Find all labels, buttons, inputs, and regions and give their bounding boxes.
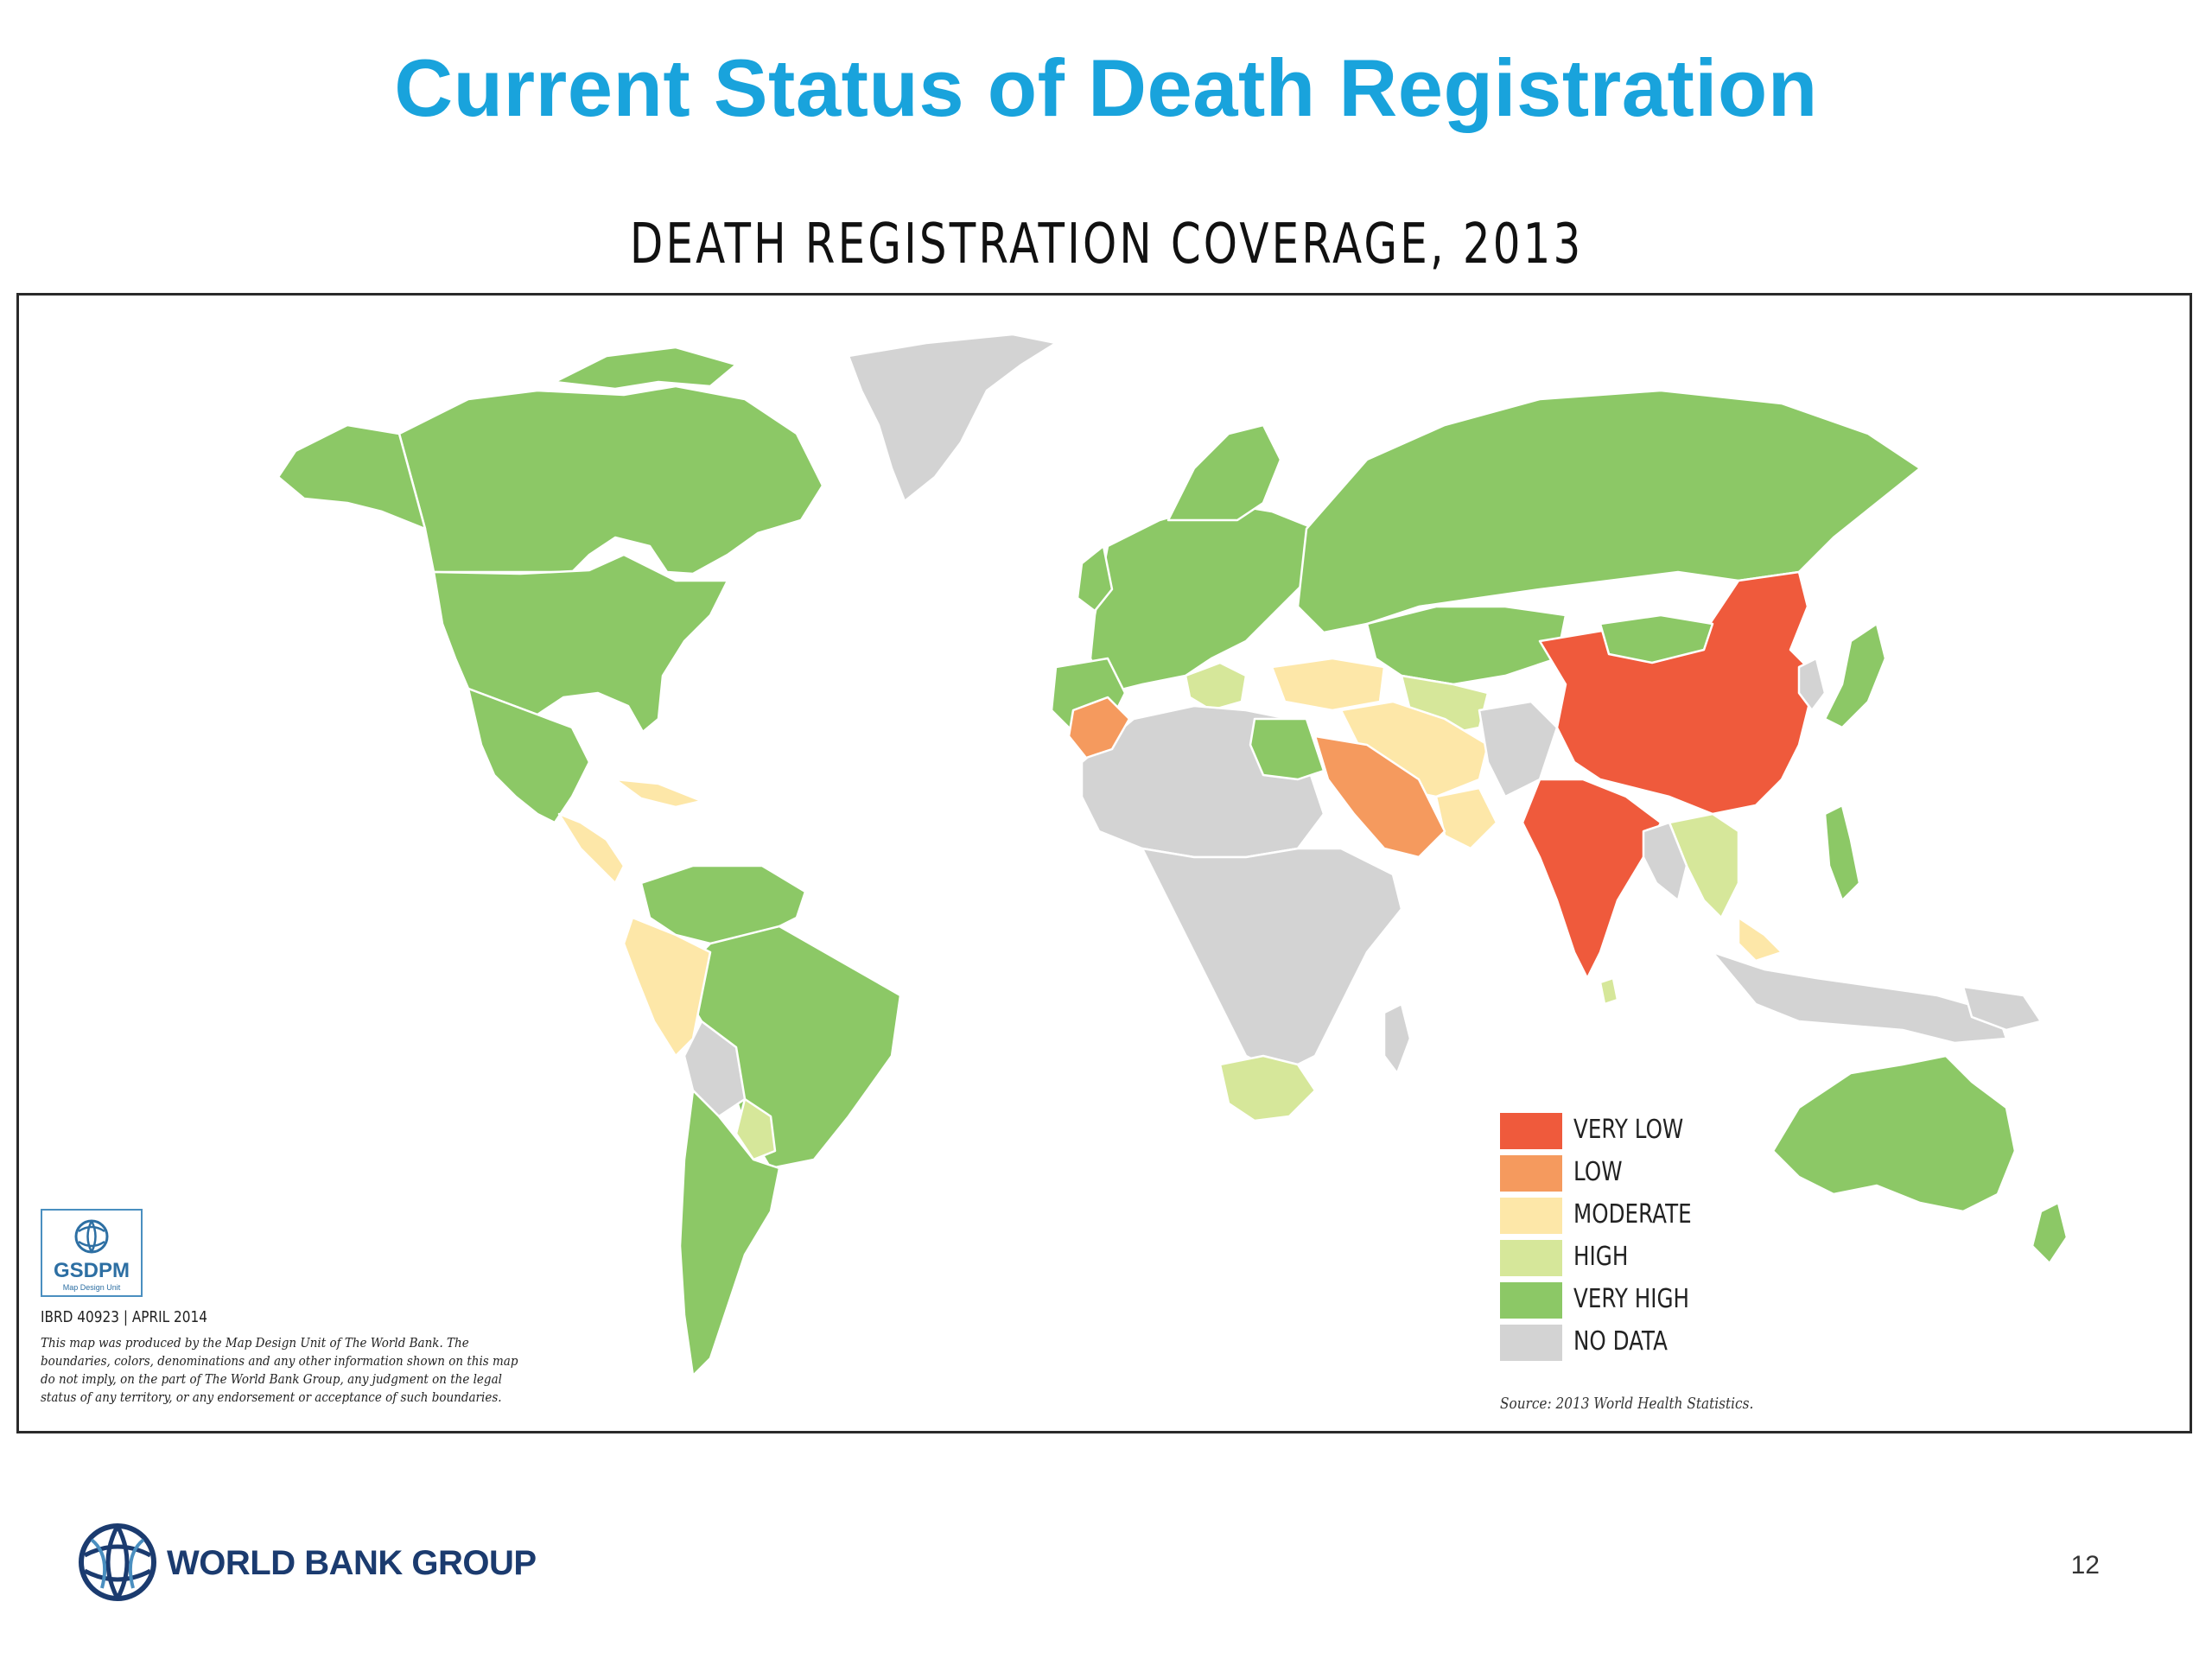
region-kazakhstan [1365, 605, 1567, 686]
region-madagascar [1382, 1002, 1412, 1075]
region-korea [1797, 657, 1827, 712]
region-new-zealand [2031, 1201, 2069, 1265]
region-paraguay [734, 1097, 777, 1161]
region-png [1961, 985, 2043, 1032]
region-india [1521, 778, 1662, 980]
map-source: Source: 2013 World Health Statistics. [1500, 1395, 1754, 1413]
region-malaysia [1737, 916, 1783, 963]
legend-swatch-very-low [1500, 1113, 1562, 1149]
legend-item-very-high: VERY HIGH [1500, 1282, 1846, 1320]
region-philippines [1823, 804, 1861, 902]
region-myanmar [1642, 821, 1688, 902]
legend-item-very-low: VERY LOW [1500, 1113, 1846, 1151]
legend-label-low: LOW [1573, 1157, 1623, 1187]
legend-item-moderate: MODERATE [1500, 1198, 1846, 1236]
page-number: 12 [2070, 1551, 2100, 1580]
world-bank-group-wordmark: WORLD BANK GROUP [167, 1544, 537, 1582]
region-canada [397, 385, 824, 575]
region-greenland [847, 333, 1058, 503]
region-europe [1089, 501, 1317, 695]
region-indonesia [1711, 950, 2008, 1045]
region-alaska [276, 423, 427, 531]
region-china [1538, 570, 1818, 816]
map-title: DEATH REGISTRATION COVERAGE, 2013 [629, 213, 1584, 276]
legend-label-high: HIGH [1573, 1242, 1629, 1272]
region-australia [1771, 1054, 2017, 1213]
legend-label-no-data: NO DATA [1573, 1326, 1668, 1357]
region-egypt [1249, 717, 1325, 781]
legend-label-very-high: VERY HIGH [1573, 1284, 1690, 1314]
region-caribbean [613, 778, 703, 809]
region-balkans [1184, 661, 1248, 712]
region-arctic-islands [553, 346, 738, 391]
legend-item-no-data: NO DATA [1500, 1325, 1846, 1363]
slide-title: Current Status of Death Registration [394, 42, 1818, 133]
globe-icon [74, 1219, 109, 1254]
legend-swatch-very-high [1500, 1282, 1562, 1319]
region-uk [1076, 544, 1114, 613]
region-japan [1823, 622, 1887, 729]
legend-item-high: HIGH [1500, 1240, 1846, 1278]
region-saudi-arabia [1313, 734, 1446, 859]
region-peru [622, 916, 712, 1058]
region-southern-cone [678, 1089, 781, 1377]
legend-label-very-low: VERY LOW [1573, 1115, 1684, 1145]
legend-item-low: LOW [1500, 1155, 1846, 1193]
gsdpm-subtitle: Map Design Unit [62, 1283, 121, 1292]
region-turkey [1270, 657, 1386, 712]
region-southeast-asia [1668, 812, 1740, 919]
map-ibrd-reference: IBRD 40923 | APRIL 2014 [41, 1308, 208, 1326]
region-mongolia [1599, 613, 1714, 664]
legend-swatch-high [1500, 1240, 1562, 1276]
legend-swatch-moderate [1500, 1198, 1562, 1234]
region-scandinavia [1166, 423, 1282, 522]
world-map [276, 333, 2069, 1377]
legend-swatch-no-data [1500, 1325, 1562, 1361]
region-south-africa [1218, 1054, 1317, 1122]
world-bank-globe-icon [79, 1523, 156, 1601]
region-sri-lanka [1599, 976, 1619, 1006]
region-morocco [1067, 696, 1131, 760]
region-mexico [467, 687, 591, 824]
region-central-america [557, 812, 626, 885]
map-frame: VERY LOW LOW MODERATE HIGH VERY HIGH NO … [16, 293, 2192, 1433]
region-uae-oman [1434, 786, 1498, 850]
legend-swatch-low [1500, 1155, 1562, 1192]
region-russia [1296, 389, 1922, 634]
gsdpm-logo: GSDPM Map Design Unit [41, 1209, 143, 1297]
map-disclaimer: This map was produced by the Map Design … [41, 1335, 518, 1405]
legend-label-moderate: MODERATE [1573, 1199, 1692, 1230]
region-central-africa [1141, 847, 1403, 1075]
gsdpm-name: GSDPM [53, 1259, 130, 1282]
